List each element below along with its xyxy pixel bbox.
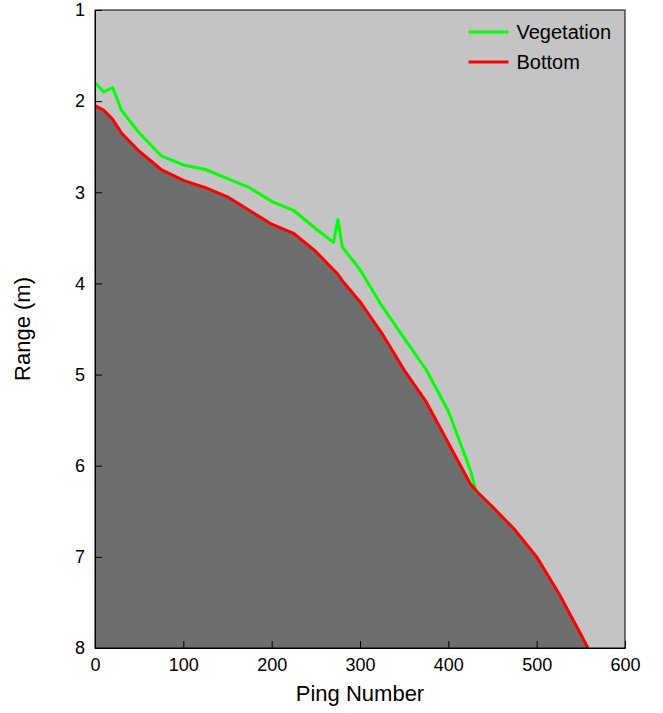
plot-frame <box>95 10 625 648</box>
y-tick-label: 7 <box>75 547 85 567</box>
y-axis-title: Range (m) <box>10 277 35 381</box>
x-tick: 400 <box>434 641 464 675</box>
y-tick: 4 <box>75 274 102 294</box>
y-tick-mark <box>95 10 102 11</box>
y-tick: 7 <box>75 547 102 567</box>
y-tick-label: 1 <box>75 0 85 20</box>
x-tick-mark <box>537 641 538 648</box>
y-tick: 8 <box>75 638 102 658</box>
y-tick: 3 <box>75 183 102 203</box>
y-axis: 1 2 3 4 5 6 7 8 <box>75 0 102 658</box>
y-tick-label: 5 <box>75 365 85 385</box>
x-tick-label: 400 <box>434 655 464 675</box>
x-tick: 600 <box>610 641 640 675</box>
y-tick: 1 <box>75 0 102 20</box>
y-tick: 5 <box>75 365 102 385</box>
plot: 0 100 200 300 400 500 600 1 2 3 4 5 6 7 8 Vegetation Bot… <box>75 0 641 675</box>
marks <box>95 83 588 648</box>
legend-swatch <box>468 31 508 34</box>
legend-label: Vegetation <box>516 21 611 43</box>
x-axis: 0 100 200 300 400 500 600 <box>90 641 640 675</box>
x-tick-mark <box>448 641 449 648</box>
x-tick-label: 200 <box>257 655 287 675</box>
x-tick-label: 100 <box>169 655 199 675</box>
y-tick-mark <box>95 557 102 558</box>
y-tick-mark <box>95 375 102 376</box>
plot-background <box>95 10 625 648</box>
y-tick-mark <box>95 283 102 284</box>
legend-label: Bottom <box>516 51 579 73</box>
x-tick-mark <box>183 641 184 648</box>
y-tick-label: 6 <box>75 456 85 476</box>
y-tick-mark <box>95 101 102 102</box>
x-tick-label: 600 <box>610 655 640 675</box>
y-tick-mark <box>95 648 102 649</box>
x-tick-label: 300 <box>345 655 375 675</box>
y-tick-label: 4 <box>75 274 85 294</box>
x-tick-mark <box>625 641 626 648</box>
x-tick: 500 <box>522 641 552 675</box>
legend-item: Vegetation <box>468 21 611 43</box>
series-line <box>95 83 477 493</box>
x-tick: 300 <box>345 641 375 675</box>
x-tick-label: 0 <box>90 655 100 675</box>
x-tick-label: 500 <box>522 655 552 675</box>
echo-area <box>95 106 588 648</box>
legend-item: Bottom <box>468 51 579 73</box>
y-tick-mark <box>95 192 102 193</box>
legend: Vegetation Bottom <box>468 21 611 73</box>
series-line <box>95 106 588 648</box>
chart: 0 100 200 300 400 500 600 1 2 3 4 5 6 7 8 Vegetation Bot… <box>0 0 663 713</box>
x-tick-mark <box>360 641 361 648</box>
y-tick-mark <box>95 466 102 467</box>
y-tick-label: 3 <box>75 183 85 203</box>
x-axis-line <box>96 648 626 649</box>
y-tick: 2 <box>75 91 102 111</box>
x-tick: 200 <box>257 641 287 675</box>
x-tick: 100 <box>169 641 199 675</box>
legend-swatch <box>468 61 508 64</box>
x-axis-title: Ping Number <box>296 681 424 706</box>
x-tick-mark <box>272 641 273 648</box>
y-tick-label: 2 <box>75 91 85 111</box>
y-tick: 6 <box>75 456 102 476</box>
y-tick-label: 8 <box>75 638 85 658</box>
y-axis-line <box>95 11 96 649</box>
